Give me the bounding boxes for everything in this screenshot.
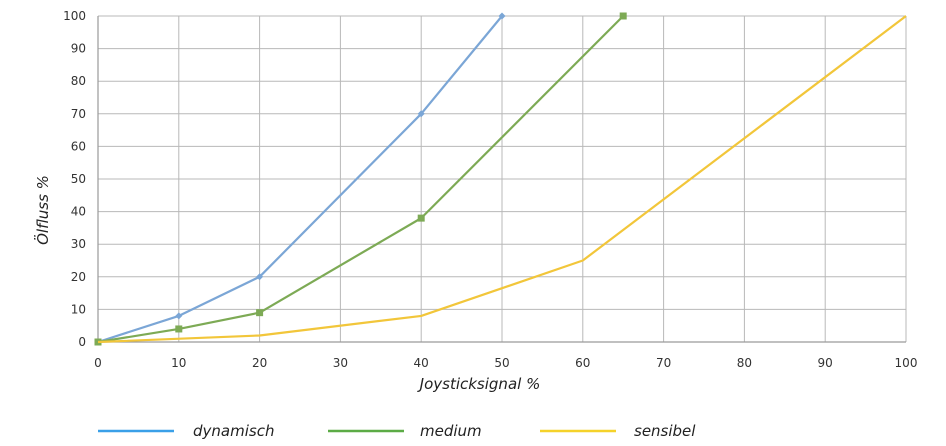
legend-label: sensibel — [634, 422, 696, 440]
legend-label: medium — [420, 422, 482, 440]
x-tick-label: 30 — [333, 356, 348, 370]
x-tick-label: 10 — [171, 356, 186, 370]
y-tick-label: 90 — [71, 42, 86, 56]
x-tick-label: 80 — [737, 356, 752, 370]
y-tick-label: 10 — [71, 302, 86, 316]
data-point — [417, 110, 425, 118]
x-tick-label: 0 — [94, 356, 102, 370]
y-tick-label: 70 — [71, 107, 86, 121]
legend-item-dynamisch: dynamisch — [98, 422, 274, 440]
series-sensibel — [97, 15, 907, 344]
y-axis-title: Ölfluss % — [33, 175, 52, 245]
legend-item-sensibel: sensibel — [540, 422, 696, 440]
x-tick-label: 100 — [895, 356, 918, 370]
x-tick-label: 20 — [252, 356, 267, 370]
legend-label: dynamisch — [193, 422, 274, 440]
data-point — [498, 12, 506, 20]
x-tick-label: 90 — [818, 356, 833, 370]
x-tick-labels: 0 10 20 30 40 50 60 70 80 90 100 — [94, 356, 917, 370]
data-point — [619, 12, 627, 20]
y-tick-label: 30 — [71, 237, 86, 251]
y-tick-label: 80 — [71, 74, 86, 88]
x-tick-label: 50 — [494, 356, 509, 370]
y-tick-label: 100 — [63, 9, 86, 23]
y-tick-label: 20 — [71, 270, 86, 284]
y-tick-labels: 0 10 20 30 40 50 60 70 80 90 100 — [63, 9, 86, 349]
x-tick-label: 40 — [414, 356, 429, 370]
y-tick-label: 0 — [78, 335, 86, 349]
data-point — [175, 325, 183, 333]
y-tick-label: 60 — [71, 139, 86, 153]
x-tick-label: 70 — [656, 356, 671, 370]
data-point — [417, 214, 425, 222]
series-line — [97, 15, 907, 344]
y-tick-label: 50 — [71, 172, 86, 186]
x-axis-title: Joysticksignal % — [417, 375, 541, 393]
legend: dynamisch medium sensibel — [98, 422, 696, 440]
data-point — [256, 273, 264, 281]
legend-item-medium: medium — [328, 422, 482, 440]
series — [94, 12, 907, 346]
x-tick-label: 60 — [575, 356, 590, 370]
axes — [97, 16, 906, 343]
data-point — [256, 309, 264, 317]
grid — [97, 15, 907, 343]
y-tick-label: 40 — [71, 205, 86, 219]
data-point — [175, 312, 183, 320]
